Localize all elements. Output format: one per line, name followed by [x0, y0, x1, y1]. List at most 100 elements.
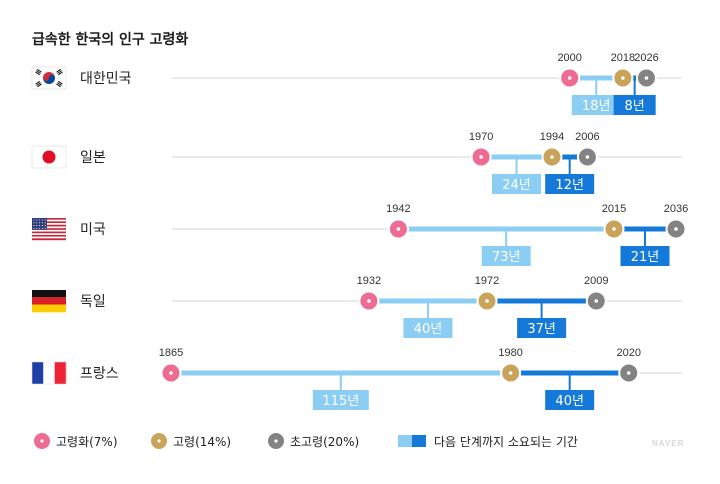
legend-item: 고령(14%) [151, 433, 231, 449]
aged-year: 1972 [475, 275, 499, 287]
legend-swatch-dot [274, 439, 278, 443]
aged-to-super-aged-box [545, 174, 595, 194]
flag-stripe [32, 238, 66, 241]
aging-to-aged-label: 18년 [582, 99, 611, 114]
flag-stripe [32, 236, 66, 239]
aging-marker-dot [169, 371, 173, 375]
super-aged-year: 2036 [664, 203, 688, 215]
super-aged-year: 2026 [634, 52, 658, 64]
flag-star [33, 225, 35, 227]
flag-star [36, 219, 38, 221]
flag-star [44, 225, 46, 227]
timeline-rows: 대한민국 18년 8년 2000 2018 2026 일본 24년 12년 1970 1994 200… [31, 52, 688, 410]
france-flag [31, 361, 67, 385]
legend-label: 고령화(7%) [56, 435, 118, 449]
aging-to-aged-box [481, 246, 531, 266]
flag-stripe [32, 233, 66, 236]
aging-to-aged-box [312, 390, 369, 410]
flag-star [36, 227, 38, 229]
aged-to-super-aged-box [620, 246, 670, 266]
aged-to-super-aged-box [545, 390, 595, 410]
country-row: 미국 73년 21년 1942 2015 2036 [32, 203, 688, 266]
aged-to-super-aged-label: 40년 [555, 394, 584, 409]
flag-stripe [32, 228, 66, 231]
aging-to-aged-label: 24년 [502, 178, 531, 193]
trigram-bar [57, 82, 62, 86]
trigram-bar [58, 80, 63, 85]
flag-star [44, 227, 46, 229]
super-aged-marker-dot [585, 155, 590, 159]
usa-flag [32, 218, 66, 241]
watermark: NAVER [652, 439, 684, 448]
aging-marker-dot [479, 155, 483, 159]
aging-to-aged-label: 115년 [322, 394, 359, 409]
flag-star [41, 227, 43, 229]
flag-star [33, 227, 35, 229]
trigram-bar [35, 71, 40, 76]
trigram-bar [56, 68, 61, 73]
legend-item: 다음 단계까지 소요되는 기간 [398, 435, 578, 449]
country-row: 프랑스 115년 40년 1865 1980 2020 [31, 347, 682, 410]
flag-star [39, 219, 41, 221]
legend-label: 다음 단계까지 소요되는 기간 [434, 435, 578, 449]
aged-to-super-aged-box [517, 318, 567, 338]
trigram [56, 68, 63, 76]
flag-stripe [32, 234, 66, 237]
aging-year: 1865 [159, 347, 183, 359]
legend-label: 초고령(20%) [290, 435, 359, 449]
trigram [56, 80, 63, 88]
legend-period-dark-swatch [412, 435, 426, 447]
flag-star [41, 219, 43, 221]
super-aged-marker-dot [594, 299, 599, 303]
country-name: 프랑스 [80, 366, 119, 382]
country-name: 미국 [80, 222, 106, 238]
aged-marker-dot [508, 371, 513, 375]
aged-to-super-aged-box [613, 95, 656, 115]
taegeuk-red-lobe [43, 75, 49, 81]
flag-star [33, 222, 35, 224]
trigram-bar [37, 68, 42, 73]
aging-year: 2000 [557, 52, 581, 64]
flag-star [39, 225, 41, 227]
aged-to-super-aged-label: 21년 [631, 250, 660, 265]
flag-border [31, 361, 67, 385]
aging-to-aged-box [492, 174, 542, 194]
super-aged-year: 2020 [617, 347, 641, 359]
super-aged-year: 2006 [575, 131, 599, 143]
flag-band-blue [32, 362, 44, 384]
aged-to-super-aged-label: 8년 [625, 99, 645, 114]
trigram-bar [36, 82, 41, 86]
aging-to-aged-box [571, 95, 621, 115]
aged-marker-dot [550, 155, 554, 159]
korea-flag [31, 66, 67, 90]
trigram-bar [57, 70, 62, 74]
flag-stripe [32, 218, 66, 220]
aging-year: 1970 [469, 131, 493, 143]
aged-year: 2015 [602, 203, 626, 215]
trigram-bar [35, 80, 40, 85]
country-row: 독일 40년 37년 1932 1972 2009 [32, 275, 682, 338]
aged-marker-dot [485, 299, 489, 303]
aging-to-aged-box [403, 318, 453, 338]
flag-band-red [54, 362, 67, 384]
flag-band-gold [32, 304, 66, 313]
flag-stripe [32, 229, 66, 232]
flag-stripe [32, 224, 66, 227]
legend-item: 초고령(20%) [268, 433, 359, 449]
flag-star [41, 225, 43, 227]
country-name: 일본 [80, 150, 106, 166]
legend-item: 고령화(7%) [34, 433, 118, 449]
flag-stripe [32, 226, 66, 229]
legend-period-light-swatch [398, 435, 412, 447]
aged-year: 1994 [540, 131, 564, 143]
country-row: 일본 24년 12년 1970 1994 2006 [31, 131, 682, 194]
trigram-bar [56, 83, 61, 88]
super-aged-marker-dot [674, 227, 678, 231]
aged-to-super-aged-label: 37년 [527, 322, 556, 337]
flag-star [33, 219, 35, 221]
country-name: 대한민국 [80, 71, 132, 87]
flag-stripe [32, 223, 66, 225]
super-aged-marker-dot [626, 371, 631, 375]
aging-marker-dot [396, 227, 401, 231]
trigram [35, 80, 42, 88]
